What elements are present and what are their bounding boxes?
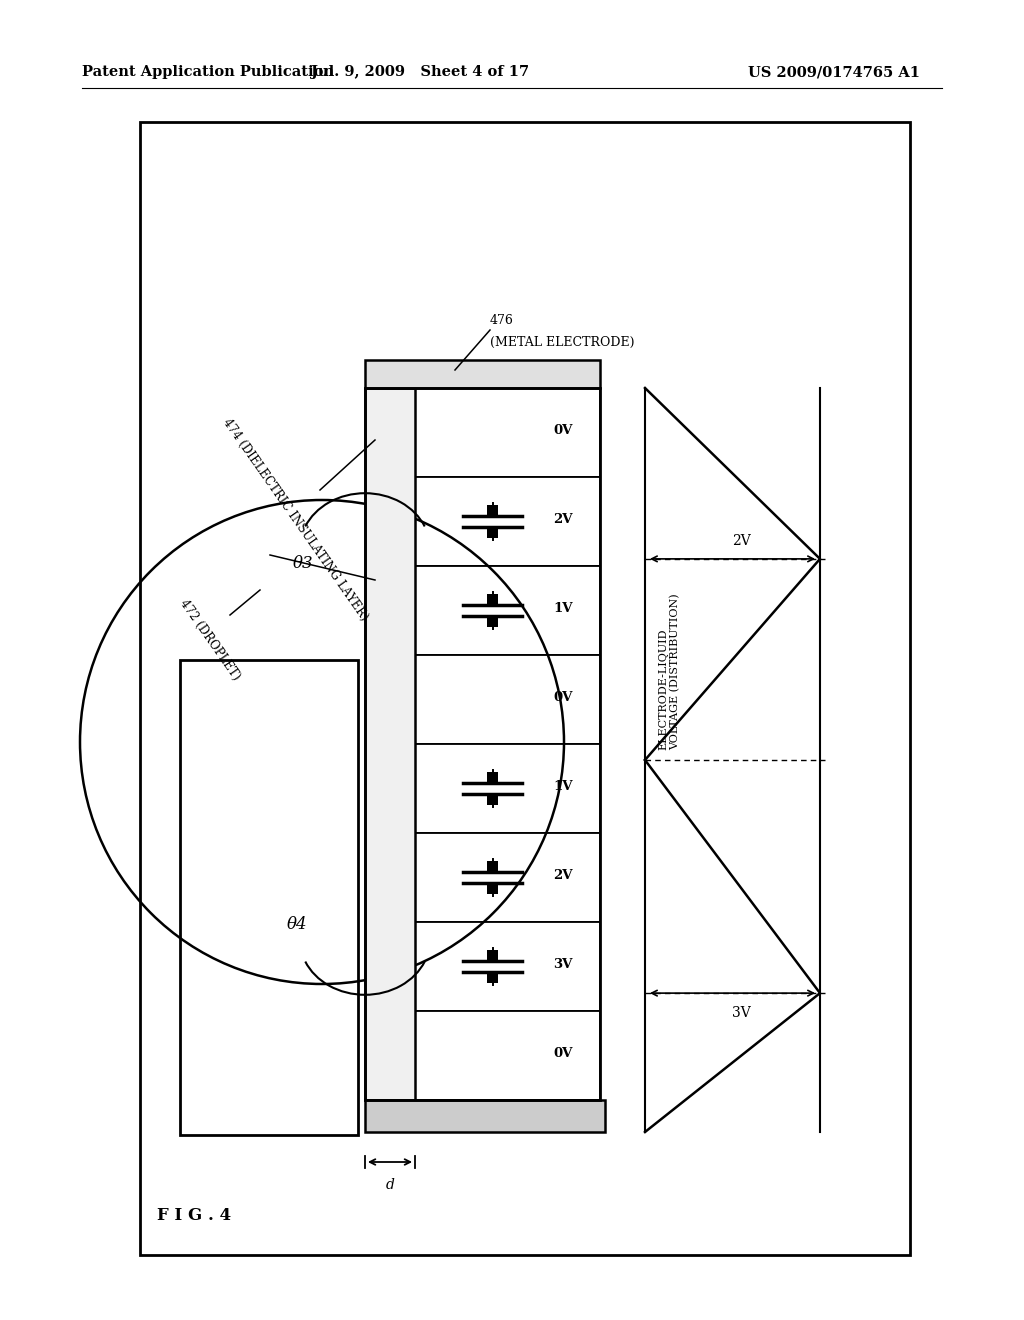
Text: d: d — [386, 1177, 394, 1192]
Text: 476: 476 — [490, 314, 514, 326]
Bar — [365, 360, 600, 388]
Bar — [415, 744, 600, 833]
Bar — [393, 500, 415, 543]
Bar — [415, 655, 600, 744]
Text: 0V: 0V — [553, 1047, 572, 1060]
Bar — [365, 1100, 605, 1133]
Bar — [415, 833, 600, 921]
Text: 0V: 0V — [553, 424, 572, 437]
Bar — [487, 793, 499, 805]
Text: 2V: 2V — [553, 513, 572, 527]
Text: Patent Application Publication: Patent Application Publication — [82, 65, 334, 79]
Text: θ3: θ3 — [293, 554, 313, 572]
Bar — [365, 388, 600, 1100]
Bar — [415, 921, 600, 1011]
Bar — [415, 388, 600, 477]
Bar — [487, 972, 499, 983]
Text: 3V: 3V — [732, 1006, 751, 1020]
Text: F I G . 4: F I G . 4 — [157, 1206, 231, 1224]
Bar — [415, 477, 600, 566]
Text: 2V: 2V — [732, 533, 751, 548]
Bar — [393, 767, 415, 810]
Text: VOLTAGE (DISTRIBUTION): VOLTAGE (DISTRIBUTION) — [670, 594, 680, 750]
Bar — [393, 1034, 415, 1077]
Bar — [393, 411, 415, 454]
Text: 3V: 3V — [553, 958, 572, 972]
Bar — [487, 950, 499, 961]
Bar — [487, 616, 499, 627]
Bar — [415, 1011, 600, 1100]
Bar — [180, 660, 358, 1135]
Bar — [365, 388, 415, 1100]
Text: Jul. 9, 2009   Sheet 4 of 17: Jul. 9, 2009 Sheet 4 of 17 — [311, 65, 529, 79]
Text: θ4: θ4 — [287, 916, 307, 933]
Bar — [393, 589, 415, 632]
Text: (METAL ELECTRODE): (METAL ELECTRODE) — [490, 335, 635, 348]
Bar — [487, 772, 499, 783]
Bar — [393, 945, 415, 987]
Bar — [487, 527, 499, 539]
Text: 0V: 0V — [553, 692, 572, 705]
Bar — [415, 566, 600, 655]
Text: 474 (DIELECTRIC INSULATING LAYER): 474 (DIELECTRIC INSULATING LAYER) — [220, 417, 371, 623]
Bar — [487, 861, 499, 873]
Bar — [487, 506, 499, 516]
Text: 1V: 1V — [553, 602, 572, 615]
Bar — [487, 883, 499, 894]
Bar — [487, 594, 499, 605]
Text: 472 (DROPLET): 472 (DROPLET) — [177, 597, 243, 682]
Text: ELECTRODE-LIQUID: ELECTRODE-LIQUID — [658, 628, 668, 750]
Text: 2V: 2V — [553, 870, 572, 882]
Bar — [393, 678, 415, 721]
Bar — [140, 121, 910, 1255]
Text: US 2009/0174765 A1: US 2009/0174765 A1 — [748, 65, 920, 79]
Bar — [393, 857, 415, 899]
Text: 1V: 1V — [553, 780, 572, 793]
